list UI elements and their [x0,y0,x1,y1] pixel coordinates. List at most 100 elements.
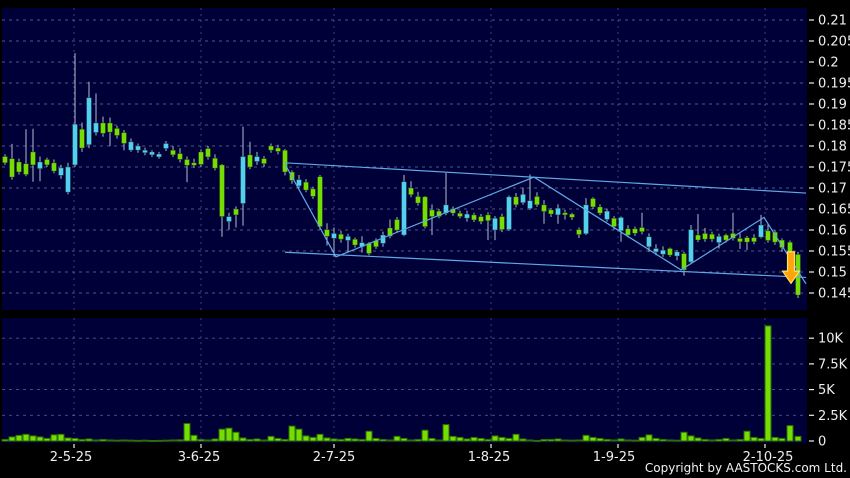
volume-axis-label: 10K [818,332,844,347]
volume-bar [211,438,219,442]
date-label: 1-9-25 [593,450,635,465]
candle-body [324,229,330,237]
candle-body [65,166,71,193]
volume-bar [729,439,737,442]
candle-body [51,162,57,172]
candle-body [520,193,526,204]
volume-bar [794,435,802,442]
volume-bar [568,439,576,442]
volume-bar [120,439,128,442]
candle-body [478,216,484,222]
volume-bar [407,439,415,442]
candle-body [639,227,645,233]
candle-body [142,149,148,154]
volume-bar [652,437,660,442]
price-axis-label: 0.155 [818,245,850,260]
volume-bar [274,437,282,442]
volume-bar [421,429,429,442]
candle-body [646,236,652,248]
candle-body [471,214,477,221]
volume-bar [225,427,233,442]
price-axis-label: 0.195 [818,77,850,92]
lower-support-trendline [284,251,807,279]
date-label: 3-6-25 [178,450,220,465]
candle-body [114,127,120,136]
candle-body [23,163,29,175]
candle-body [30,151,36,166]
candle-body [275,147,281,152]
candle-body [233,208,239,216]
candle-body [513,196,519,206]
volume-panel-bg [2,318,807,443]
volume-bar [638,436,646,442]
candle-body [716,235,722,244]
volume-bar [71,437,79,442]
volume-bar [771,436,779,442]
candle-body [240,156,246,204]
volume-bar [218,428,226,442]
volume-bar [778,437,786,442]
volume-bar [645,434,653,442]
volume-bar [239,437,247,442]
candle-body [499,216,505,230]
volume-bar [337,438,345,442]
upper-resistance-trendline [284,162,807,194]
volume-bar [386,439,394,442]
candle-body [632,228,638,234]
copyright-text: Copyright by AASTOCKS.com Ltd. [644,461,847,475]
volume-bar [617,438,625,442]
candle-body [709,233,715,240]
candle-body [779,239,785,249]
price-axis-label: 0.205 [818,35,850,50]
volume-bar [358,438,366,442]
volume-bar [43,437,51,442]
candle-body [604,210,610,220]
candle-body [261,158,267,165]
candle-body [534,195,540,206]
candle-body [744,237,750,243]
volume-bar [519,438,527,442]
volume-bar [281,438,289,442]
candle-body [212,157,218,169]
volume-bar [183,423,191,442]
candle-body [590,198,596,208]
candle-body [597,206,603,214]
volume-bar [456,436,464,442]
candle-body [247,154,253,168]
volume-bar [323,437,331,442]
candle-body [674,251,680,257]
price-axis-label: 0.2 [818,56,839,71]
candle-body [394,219,400,231]
volume-bar [659,438,667,442]
volume-bar [148,439,156,442]
volume-bar [589,436,597,442]
candle-body [772,231,778,243]
volume-bar [477,437,485,442]
volume-bar [50,434,58,442]
candle-body [226,216,232,222]
candle-body [93,122,99,133]
volume-bar [267,435,275,442]
candle-body [352,238,358,246]
candle-body [16,161,22,173]
price-axis-label: 0.145 [818,287,850,302]
price-panel-bg [2,8,807,310]
candle-body [688,229,694,263]
price-axis-label: 0.16 [818,224,847,239]
candle-body [618,216,624,232]
candle-body [562,212,568,216]
volume-bar [113,439,121,442]
volume-bar [715,438,723,442]
date-label: 2-10-25 [743,450,794,465]
date-label: 2-5-25 [50,450,92,465]
volume-bar [141,439,149,442]
candle-body [331,232,337,239]
volume-bar [582,434,590,442]
volume-bar [36,436,44,442]
volume-bar [428,437,436,442]
volume-bar [610,439,618,442]
volume-bar [232,431,240,442]
volume-bar [330,438,338,442]
candle-body [765,230,771,241]
